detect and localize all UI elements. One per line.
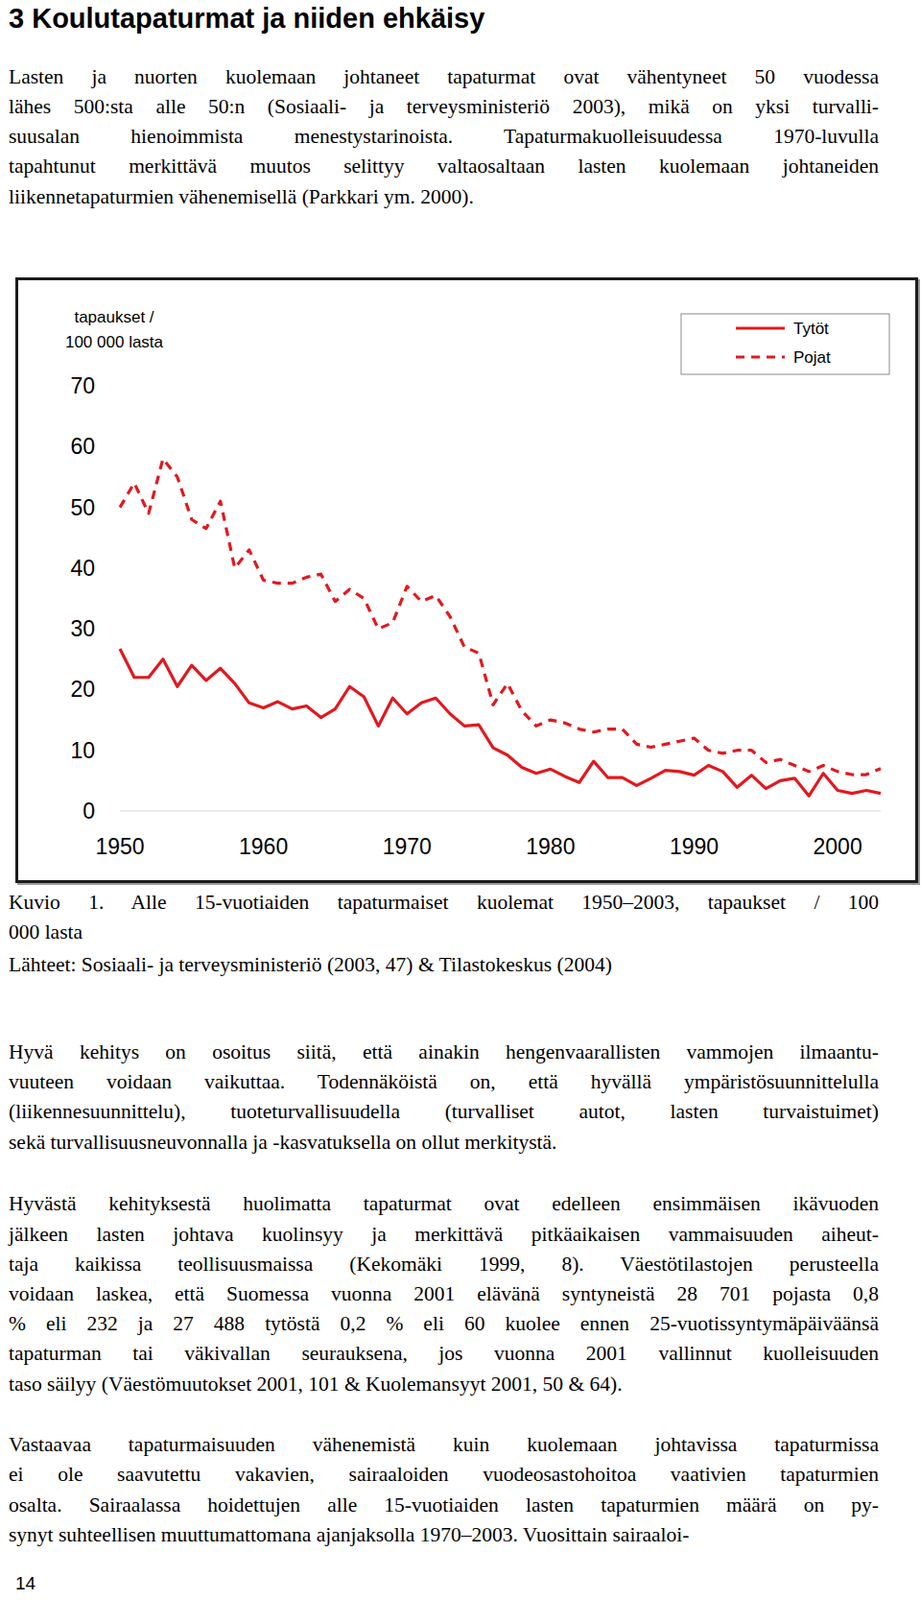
paragraph-line: synyt suhteellisen muuttumattomana ajanj… (8, 1519, 879, 1549)
page: 3 Koulutapaturmat ja niiden ehkäisy Laste… (0, 0, 921, 1600)
paragraph-line: suusalan hienoimmista menestystarinoista… (8, 121, 879, 151)
y-tick-label: 50 (70, 495, 95, 520)
paragraph-line: Hyvä kehitys on osoitus siitä, että aina… (8, 1037, 879, 1066)
paragraph-line: tapahtunut merkittävä muutos selittyy va… (8, 151, 879, 181)
y-tick-label: 70 (70, 373, 95, 399)
legend-label: Pojat (793, 348, 831, 367)
x-tick-label: 1950 (94, 833, 144, 859)
y-tick-label: 40 (70, 555, 95, 581)
paragraph-line: liikennetapaturmien vähenemisellä (Parkk… (8, 182, 879, 212)
series-line (119, 648, 881, 796)
x-tick-label: 2000 (813, 833, 863, 859)
paragraph-line: tapaturman tai väkivallan seurauksena, j… (8, 1338, 879, 1368)
page-number: 14 (15, 1571, 36, 1595)
paragraph-line: vuuteen voidaan vaikuttaa. Todennäköistä… (8, 1066, 879, 1096)
paragraph-line: Hyvästä kehityksestä huolimatta tapaturm… (8, 1188, 879, 1218)
y-tick-label: 0 (82, 798, 95, 824)
chart-frame: 0 10 20 30 40 50 60 70 1950 1960 1970 1980 1990 2000 t… (15, 277, 919, 883)
paragraph-line: jälkeen lasten johtava kuolinsyy ja merk… (8, 1219, 879, 1249)
x-tick-label: 1980 (525, 833, 575, 859)
paragraph-line: voidaan laskea, että Suomessa vuonna 200… (8, 1278, 879, 1308)
paragraph-line: sekä turvallisuusneuvonnalla ja -kasvatu… (8, 1127, 879, 1157)
x-tick-label: 1970 (382, 833, 432, 859)
paragraph-line: taso säilyy (Väestömuutokset 2001, 101 &… (8, 1369, 879, 1398)
paragraph-line: Vastaavaa tapaturmaisuuden vähenemistä k… (8, 1429, 879, 1459)
chart: 0 10 20 30 40 50 60 70 1950 1960 1970 1980 1990 2000 t… (18, 280, 916, 880)
paragraph-line: % eli 232 ja 27 488 tytöstä 0,2 % eli 60… (8, 1308, 879, 1338)
legend-box (681, 313, 890, 375)
y-axis-label: 100 000 lasta (65, 332, 165, 352)
series-group (119, 458, 881, 796)
legend-swatch (735, 354, 785, 358)
paragraph-line: taja kaikissa teollisuusmaissa (Kekomäki… (8, 1249, 879, 1278)
paragraph-line: (liikennesuunnittelu), tuoteturvallisuud… (8, 1096, 879, 1126)
caption-line: 000 lasta (8, 917, 879, 946)
paragraph-line: lähes 500:sta alle 50:n (Sosiaali- ja te… (8, 92, 879, 121)
paragraph-line: osalta. Sairaalassa hoidettujen alle 15-… (8, 1489, 879, 1519)
y-tick-label: 30 (70, 615, 95, 641)
heading: 3 Koulutapaturmat ja niiden ehkäisy (8, 1, 485, 35)
y-axis-label: tapaukset / (73, 307, 154, 327)
x-axis-line (119, 810, 881, 812)
caption-line: Kuvio 1. Alle 15-vuotiaiden tapaturmaise… (8, 887, 879, 917)
x-tick-label: 1960 (238, 833, 288, 859)
source-line: Lähteet: Sosiaali- ja terveysministeriö … (8, 949, 879, 979)
paragraph-line: ei ole saavutettu vakavien, sairaaloiden… (8, 1459, 879, 1488)
paragraph-line: Lasten ja nuorten kuolemaan johtaneet ta… (8, 62, 879, 92)
y-tick-label: 60 (70, 433, 95, 459)
legend-label: Tytöt (793, 319, 829, 338)
legend-swatch (735, 326, 785, 330)
legend: Tytöt Pojat (681, 313, 890, 375)
series-line (119, 458, 881, 775)
y-tick-label: 10 (70, 737, 95, 763)
x-tick-label: 1990 (669, 833, 719, 859)
y-tick-label: 20 (70, 676, 95, 702)
